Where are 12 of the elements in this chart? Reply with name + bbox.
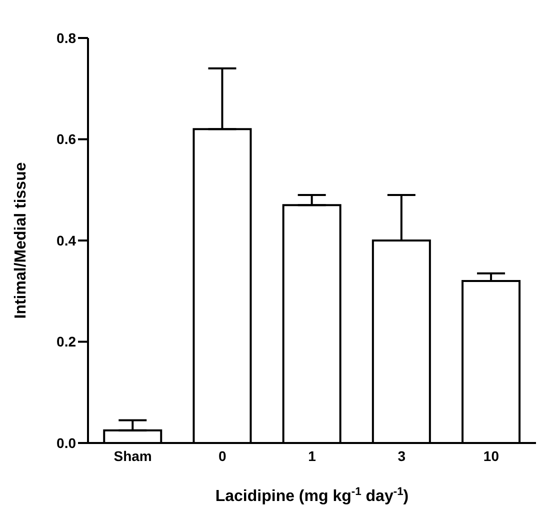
y-tick-label: 0.4 (56, 232, 76, 248)
y-axis-title: Intimal/Medial tissue (12, 162, 30, 319)
y-tick-label: 0.0 (56, 434, 76, 451)
y-tick-label: 0.8 (56, 30, 76, 46)
x-tick-label: 0 (218, 448, 226, 464)
x-tick-label: Sham (114, 448, 152, 464)
x-tick-label: 10 (483, 448, 500, 464)
y-tick-label: 0.6 (56, 131, 76, 148)
x-axis-title: Lacidipine (mg kg$^{-1}$ day$^{-1}$) (215, 486, 409, 505)
y-tick-label: 0.2 (56, 334, 76, 350)
x-tick-label: 3 (398, 448, 406, 464)
x-tick-label: 1 (308, 448, 316, 464)
